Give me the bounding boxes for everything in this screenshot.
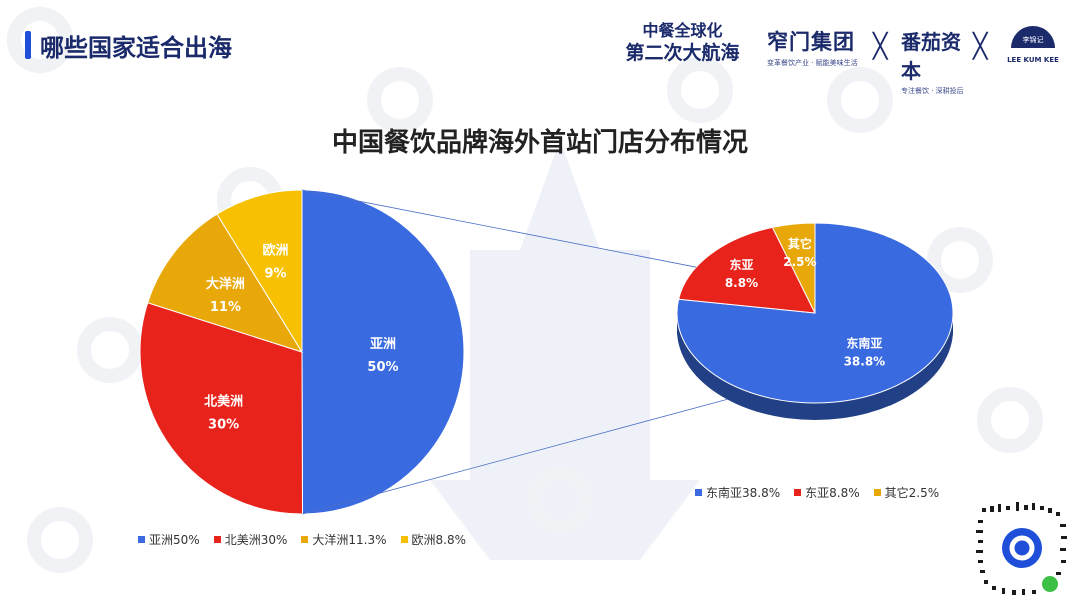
detail-label-其它: 其它	[788, 236, 812, 251]
legend-detail-text-其它: 其它2.5%	[884, 486, 940, 500]
brand2-name: 番茄资本	[901, 30, 961, 83]
slice-value-亚洲: 50%	[367, 360, 398, 375]
qr-code	[972, 496, 1072, 600]
lkk-emblem-icon: 李锦记	[1011, 26, 1055, 48]
brand2-tagline: 专注餐饮 · 深耕投后	[901, 87, 964, 95]
slice-label-大洋洲: 大洋洲	[206, 276, 245, 292]
pie-slice-北美洲	[139, 302, 304, 515]
legend-main-item-欧洲: 欧洲8.8%	[400, 531, 467, 548]
pie-slice-亚洲	[301, 189, 465, 515]
legend-main-text-北美洲: 北美洲30%	[224, 533, 288, 547]
pie3d-slice-其它	[771, 222, 816, 314]
slice-value-北美洲: 30%	[208, 417, 239, 432]
partner-logos: 中餐全球化 第二次大航海 窄门集团 变革餐饮产业 · 赋能美味生活 ╳ 番茄资本…	[615, 18, 1075, 95]
legend-detail-swatch-东南亚	[695, 489, 702, 496]
slice-value-欧洲: 9%	[264, 266, 286, 281]
legend-main-swatch-欧洲	[400, 536, 408, 543]
pie-slice-欧洲	[216, 189, 303, 354]
brand-logo-fanqie: 番茄资本 专注餐饮 · 深耕投后	[901, 26, 971, 96]
cross-icon-2: ╳	[973, 32, 988, 60]
legend-main-text-大洋洲: 大洋洲11.3%	[312, 533, 387, 547]
brand3-name: LEE KUM KEE	[1007, 56, 1059, 64]
detail-value-东南亚: 38.8%	[844, 355, 886, 369]
slogan-line1: 中餐全球化	[642, 21, 723, 40]
header-accent-bar	[25, 31, 31, 59]
legend-main-item-亚洲: 亚洲50%	[138, 531, 200, 548]
legend-main-item-大洋洲: 大洋洲11.3%	[301, 531, 387, 548]
chart-title: 中国餐饮品牌海外首站门店分布情况	[331, 128, 748, 158]
legend-main-swatch-大洋洲	[301, 536, 309, 543]
page-title: 哪些国家适合出海	[40, 34, 232, 62]
legend-detail-item-东亚: 东亚8.8%	[794, 484, 860, 501]
legend-main-swatch-北美洲	[213, 536, 221, 543]
pie3d-slice-东南亚	[676, 222, 954, 404]
detail-label-东亚: 东亚	[729, 257, 753, 272]
legend-detail-text-东亚: 东亚8.8%	[805, 486, 860, 500]
slogan-line2: 第二次大航海	[625, 42, 740, 64]
slogan-logo: 中餐全球化 第二次大航海	[615, 20, 750, 64]
detail-value-东亚: 8.8%	[725, 276, 758, 290]
connector-line-bottom	[302, 398, 728, 515]
slice-label-欧洲: 欧洲	[262, 242, 288, 258]
slice-value-大洋洲: 11%	[210, 300, 241, 315]
legend-main-pie: 亚洲50% 北美洲30% 大洋洲11.3% 欧洲8.8%	[138, 531, 466, 548]
lkk-badge-text: 李锦记	[1023, 35, 1044, 44]
legend-detail-swatch-东亚	[794, 489, 802, 496]
cross-icon: ╳	[873, 32, 888, 60]
brand-logo-lkk: 李锦记 LEE KUM KEE	[1001, 22, 1065, 64]
legend-detail-swatch-其它	[873, 489, 881, 496]
brand1-tagline: 变革餐饮产业 · 赋能美味生活	[767, 59, 858, 67]
legend-detail-item-其它: 其它2.5%	[873, 484, 940, 501]
legend-main-swatch-亚洲	[138, 536, 145, 543]
detail-label-东南亚: 东南亚	[846, 336, 882, 351]
brand-logo-zhaimen: 窄门集团 变革餐饮产业 · 赋能美味生活	[767, 26, 867, 68]
legend-main-text-亚洲: 亚洲50%	[149, 533, 200, 547]
pie-slice-大洋洲	[147, 213, 304, 353]
detail-value-其它: 2.5%	[783, 255, 816, 269]
legend-detail-item-东南亚: 东南亚38.8%	[695, 484, 780, 501]
legend-detail-pie: 东南亚38.8% 东亚8.8% 其它2.5%	[695, 484, 939, 501]
slice-label-北美洲: 北美洲	[204, 393, 243, 409]
connector-line-top	[301, 189, 697, 268]
legend-detail-text-东南亚: 东南亚38.8%	[706, 486, 781, 500]
pie3d-slice-东亚	[678, 226, 816, 314]
legend-main-item-北美洲: 北美洲30%	[213, 531, 288, 548]
slice-label-亚洲: 亚洲	[370, 337, 396, 352]
legend-main-text-欧洲: 欧洲8.8%	[411, 533, 467, 547]
brand1-name: 窄门集团	[767, 30, 855, 54]
